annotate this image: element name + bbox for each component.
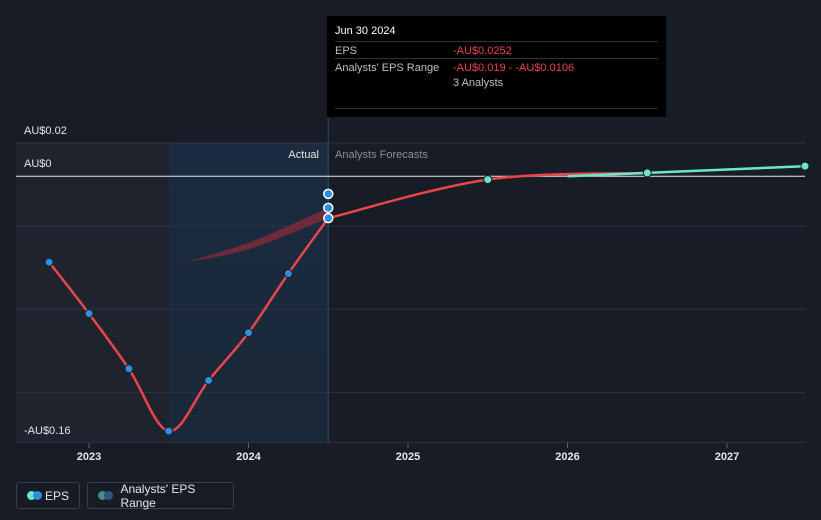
eps-actual-point bbox=[244, 328, 253, 338]
y-tick-label: AU$0.02 bbox=[24, 125, 67, 137]
tooltip-analysts: 3 Analysts bbox=[453, 77, 504, 89]
x-tick-label: 2027 bbox=[715, 451, 739, 463]
y-tick-label: AU$0 bbox=[24, 158, 52, 170]
eps-legend-icon bbox=[27, 491, 42, 500]
eps-actual-point bbox=[124, 364, 134, 374]
x-tick-label: 2023 bbox=[77, 451, 101, 463]
tooltip-highlight-point bbox=[323, 202, 334, 214]
range-legend-icon bbox=[98, 491, 113, 500]
legend-eps-label: EPS bbox=[44, 488, 69, 503]
actual-highlight-band bbox=[168, 143, 329, 443]
eps-forecast-point bbox=[800, 161, 810, 171]
forecast-annotation: Analysts Forecasts bbox=[335, 149, 428, 161]
y-tick-label: -AU$0.16 bbox=[24, 425, 70, 437]
tooltip-range-high: -AU$0.0106 bbox=[515, 62, 575, 74]
eps-actual-point bbox=[204, 375, 214, 385]
tooltip-eps-value: -AU$0.0252 bbox=[453, 45, 512, 57]
legend-eps-toggle[interactable]: EPS bbox=[16, 482, 80, 509]
eps-forecast-point bbox=[642, 168, 652, 178]
actual-annotation: Actual bbox=[288, 149, 319, 161]
range-dot-icon bbox=[104, 491, 113, 500]
x-tick-label: 2024 bbox=[236, 451, 261, 463]
tooltip-highlight-point bbox=[323, 212, 334, 224]
tooltip-range-low: -AU$0.019 bbox=[453, 62, 506, 74]
eps-dot-icon bbox=[33, 491, 42, 500]
tooltip-eps-row: EPS -AU$0.0252 bbox=[335, 41, 658, 59]
tooltip-divider bbox=[335, 108, 658, 109]
eps-actual-line bbox=[48, 217, 330, 433]
range-dot-icon bbox=[98, 491, 107, 500]
legend-range-label: Analysts' EPS Range bbox=[120, 481, 196, 510]
eps-actual-point bbox=[44, 257, 54, 267]
eps-actual-point bbox=[283, 269, 293, 279]
tooltip-range-row: Analysts' EPS Range -AU$0.019 - -AU$0.01… bbox=[335, 58, 658, 76]
tooltip-range-value: -AU$0.019 - -AU$0.0106 bbox=[453, 62, 574, 74]
tooltip-range-label: Analysts' EPS Range bbox=[335, 62, 440, 74]
x-tick-label: 2026 bbox=[555, 451, 579, 463]
eps-forecast-point bbox=[483, 175, 493, 185]
eps-actual-point bbox=[84, 309, 94, 319]
tooltip-date: Jun 30 2024 bbox=[335, 25, 396, 37]
tooltip-highlight-point bbox=[323, 188, 334, 200]
tooltip: Jun 30 2024 EPS -AU$0.0252 Analysts' EPS… bbox=[327, 16, 666, 117]
eps-dot-icon bbox=[27, 491, 36, 500]
tooltip-eps-label: EPS bbox=[335, 45, 358, 57]
legend-range-toggle[interactable]: Analysts' EPS Range bbox=[87, 481, 234, 510]
tooltip-range-separator: - bbox=[505, 62, 516, 74]
eps-actual-point bbox=[164, 426, 174, 436]
x-tick-label: 2025 bbox=[396, 451, 420, 463]
